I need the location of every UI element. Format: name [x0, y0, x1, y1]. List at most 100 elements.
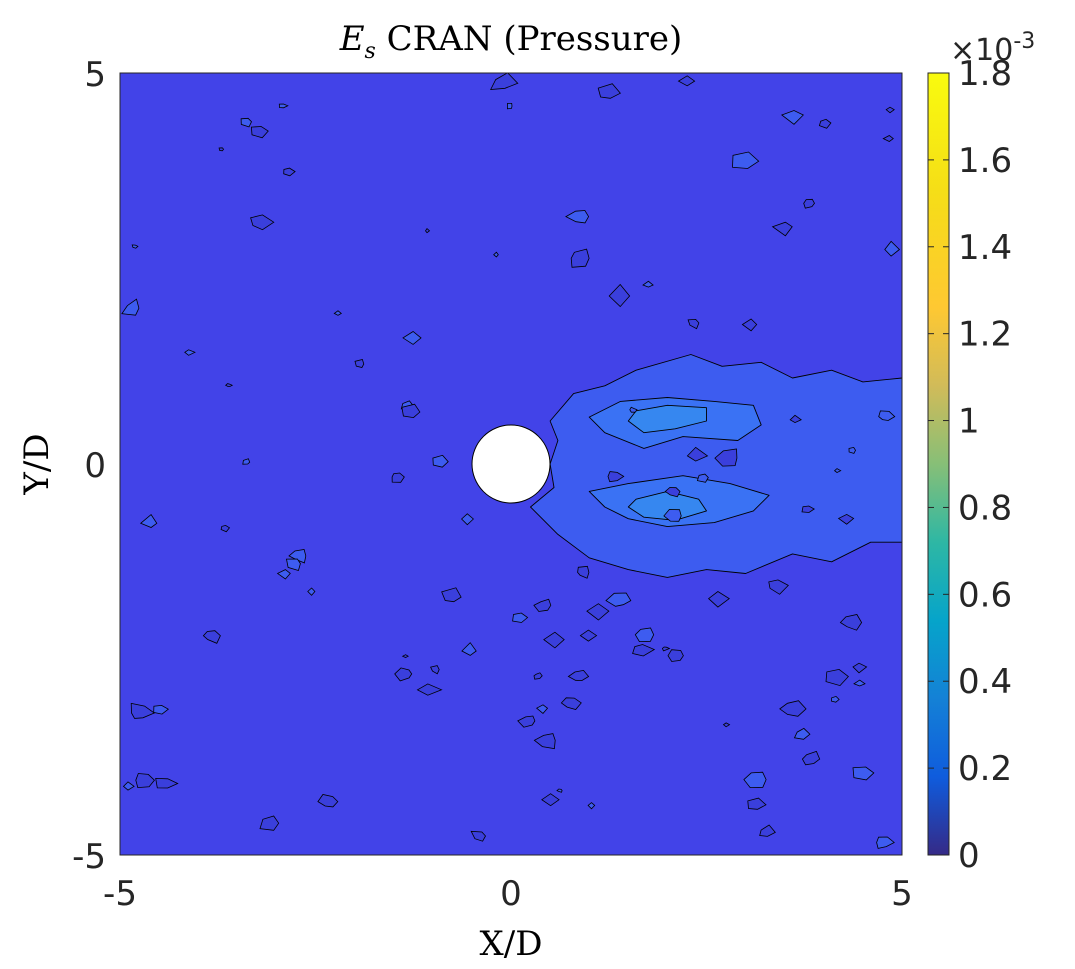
contour-speck: [286, 558, 301, 571]
contour-speck: [607, 471, 625, 483]
contour-speck: [240, 117, 252, 128]
contour-speck: [425, 228, 431, 234]
colorbar-tick-label: 1.8: [958, 54, 1012, 94]
contour-speck: [664, 487, 681, 498]
contour-speck: [155, 777, 179, 789]
contour-speck: [586, 603, 610, 621]
title-symbol: E: [339, 19, 365, 59]
contour-speck: [803, 198, 815, 209]
contour-speck: [560, 697, 582, 710]
contour-speck: [401, 654, 410, 659]
contour-speck: [801, 750, 821, 766]
contour-speck: [789, 414, 802, 424]
contour-speck: [391, 472, 405, 483]
contour-speck: [884, 240, 901, 257]
contour-speck: [461, 513, 475, 526]
contour-speck: [543, 631, 565, 649]
contour-speck: [533, 598, 552, 612]
contour-speck: [139, 514, 158, 528]
contour-speck: [242, 458, 251, 465]
colorbar-multiplier: ×10-3: [950, 29, 1035, 68]
colorbar-tick-label: 1.2: [958, 315, 1012, 355]
contour-speck: [853, 679, 866, 687]
colorbar-multiplier-exponent: -3: [1013, 29, 1035, 54]
contour-speck: [153, 704, 170, 715]
contour-speck: [771, 221, 793, 237]
chart-title: Es CRAN (Pressure): [339, 19, 683, 64]
x-tick-label: 0: [500, 874, 522, 914]
contour-speck: [288, 549, 307, 564]
contour-speck: [130, 702, 156, 719]
contour-speck: [830, 695, 840, 703]
title-text: CRAN (Pressure): [376, 19, 682, 59]
contour-speck: [259, 815, 280, 831]
y-axis-label: Y/D: [17, 433, 57, 495]
colorbar-tick-label: 1: [958, 402, 980, 442]
contour-speck: [394, 667, 413, 682]
contour-speck: [605, 592, 632, 607]
contour-speck: [793, 727, 811, 740]
cylinder-obstacle: [471, 424, 551, 504]
contour-speck: [541, 793, 560, 807]
contour-speck: [661, 646, 671, 652]
contour-wake-upper-peak: [627, 404, 707, 434]
contour-speck: [852, 766, 875, 781]
contour-speck: [276, 569, 291, 580]
contour-speck: [825, 668, 849, 687]
contour-speck: [878, 410, 896, 421]
contour-speck: [535, 704, 549, 714]
contour-speck: [629, 406, 638, 413]
contour-speck: [184, 349, 196, 356]
contour-speck: [570, 248, 590, 268]
contour-speck: [687, 318, 700, 330]
noise-contours: [121, 73, 901, 849]
contour-speck: [642, 280, 654, 288]
y-tick-label: 5: [84, 55, 106, 95]
contour-speck: [250, 214, 275, 231]
contour-speck: [696, 473, 709, 483]
contour-speck: [743, 771, 767, 789]
contour-speck: [818, 118, 832, 129]
contour-speck: [768, 579, 789, 595]
contour-speck: [121, 298, 140, 316]
contour-speck: [533, 733, 556, 750]
contour-speck: [556, 788, 563, 793]
contour-speck: [131, 244, 139, 249]
contour-speck: [567, 669, 590, 682]
contour-speck: [517, 715, 536, 728]
contour-speck: [779, 700, 807, 717]
colorbar-tick-label: 0: [958, 836, 980, 876]
contour-speck: [722, 722, 731, 728]
contour-speck: [686, 446, 709, 462]
colorbar-tick-label: 0.6: [958, 575, 1012, 615]
contour-speck: [848, 446, 856, 454]
contour-speck: [250, 126, 269, 139]
contour-speck: [732, 151, 760, 169]
y-tick-label: -5: [72, 837, 106, 877]
contour-speck: [122, 781, 135, 791]
contour-speck: [885, 106, 895, 114]
contour-speck: [587, 802, 596, 810]
contour-speck: [577, 565, 590, 579]
x-tick-label: 5: [891, 874, 913, 914]
contour-speck: [565, 210, 590, 224]
colorbar-tick-label: 0.8: [958, 488, 1012, 528]
contour-speck: [416, 683, 443, 696]
contour-speck: [533, 672, 543, 680]
colorbar: [927, 72, 950, 856]
contour-speck: [225, 383, 234, 387]
contour-speck: [882, 135, 894, 142]
contour-speck: [663, 509, 682, 522]
contour-regions: [530, 354, 902, 578]
x-axis-label: X/D: [480, 924, 543, 964]
contour-speck: [839, 614, 863, 631]
contour-speck: [432, 454, 449, 468]
contour-speck: [354, 359, 365, 368]
contour-speck: [461, 642, 477, 656]
contour-speck: [597, 83, 622, 99]
x-tick-label: -5: [103, 874, 137, 914]
contour-speck: [512, 612, 529, 623]
y-tick-label: 0: [84, 446, 106, 486]
contour-speck: [278, 103, 289, 109]
contour-speck: [759, 824, 776, 837]
